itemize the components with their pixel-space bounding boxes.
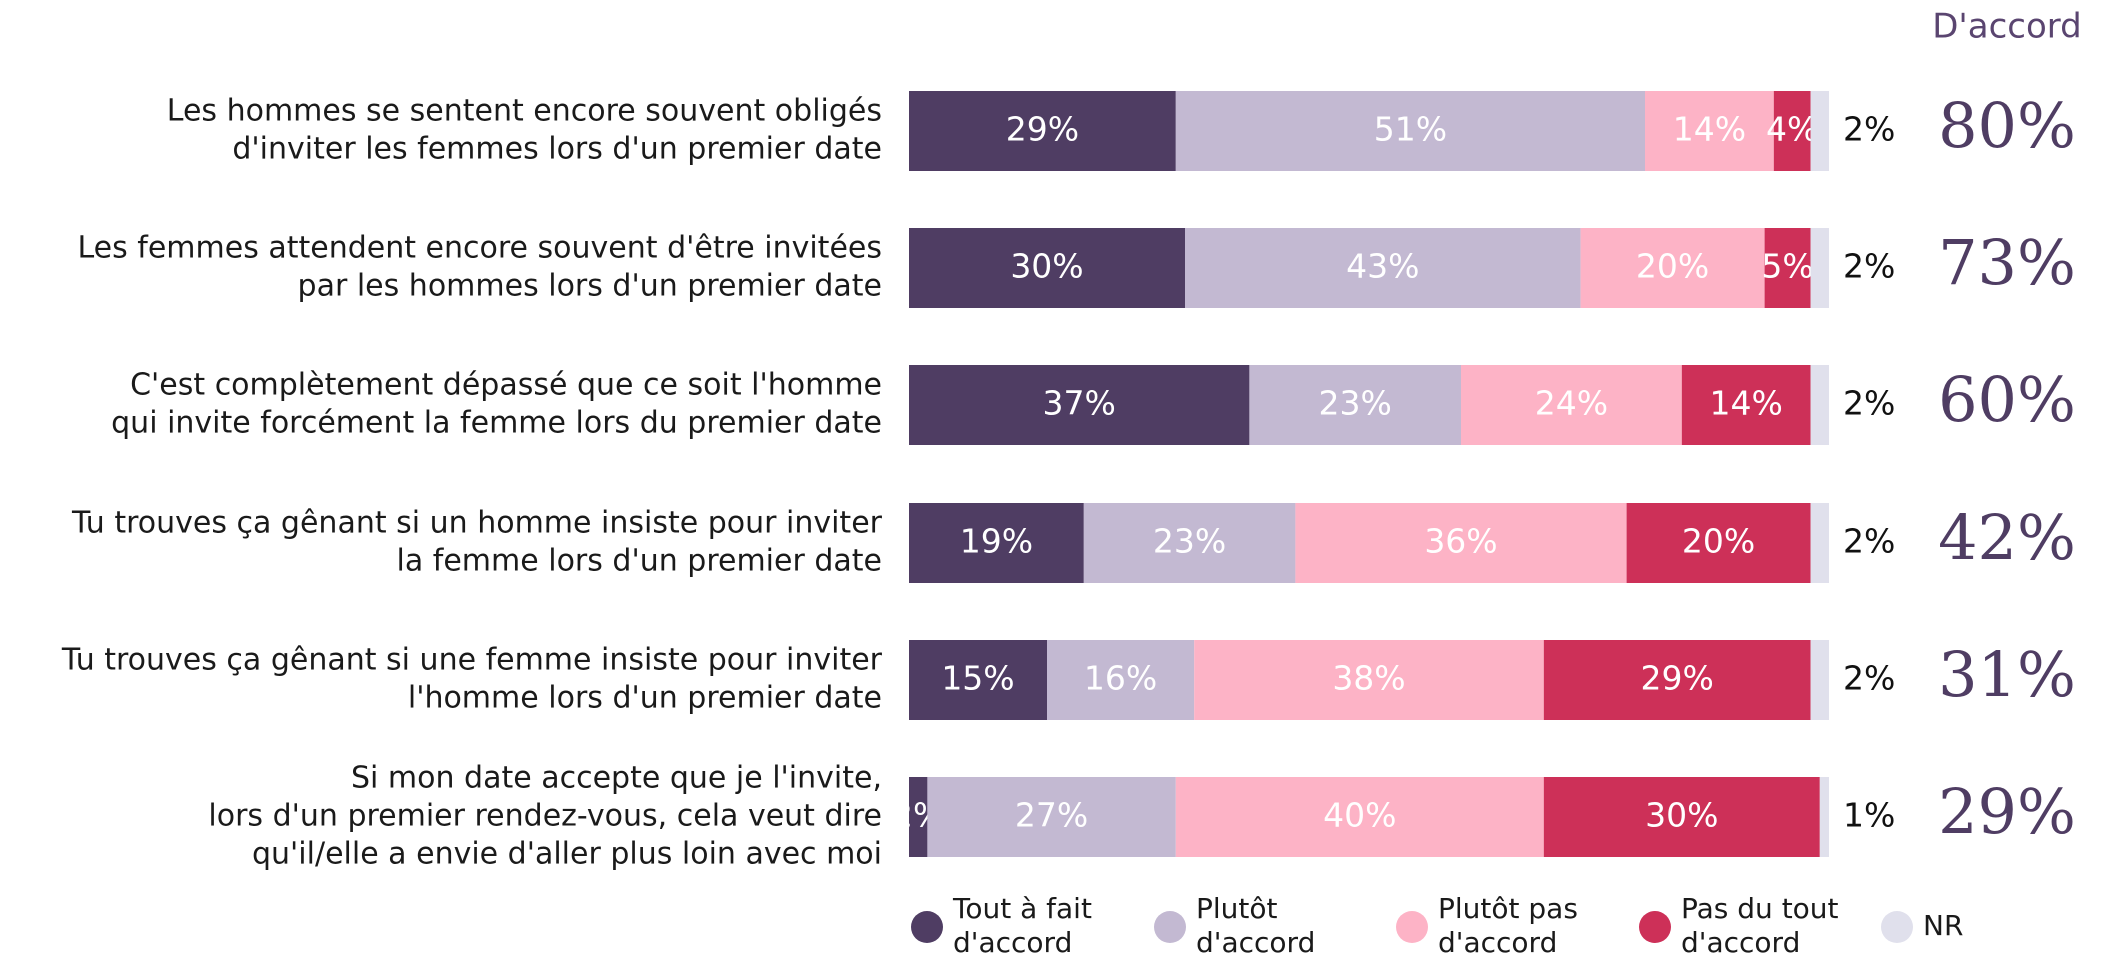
value-label: 23% — [1319, 384, 1392, 423]
category-label: qu'il/elle a envie d'aller plus loin ave… — [252, 837, 882, 872]
bar-segment — [909, 640, 1047, 720]
agree-header: D'accord — [1932, 7, 2082, 47]
bar-segment — [1543, 777, 1820, 857]
bar-segment — [1083, 503, 1296, 583]
bar-segment — [1295, 503, 1627, 583]
value-label: 4% — [1766, 110, 1818, 149]
bar-segment — [1645, 91, 1774, 171]
value-label: 29% — [1006, 110, 1079, 149]
bar-segment — [909, 503, 1084, 583]
value-label: 38% — [1332, 659, 1405, 698]
bar-segment — [909, 777, 928, 857]
bar-segment — [1764, 228, 1811, 308]
legend-label: d'accord — [1438, 926, 1557, 959]
bar-segment — [1810, 365, 1829, 445]
bar-segment — [927, 777, 1176, 857]
agree-total: 80% — [1938, 89, 2076, 162]
value-label: 27% — [1015, 796, 1088, 835]
legend-label: NR — [1923, 909, 1963, 942]
legend-label: d'accord — [1196, 926, 1315, 959]
value-label: 5% — [1761, 247, 1813, 286]
bar-segment — [909, 228, 1185, 308]
value-label: 30% — [1010, 247, 1083, 286]
value-label: 36% — [1424, 522, 1497, 561]
legend-label: Plutôt pas — [1438, 892, 1578, 925]
legend-label: Tout à fait — [952, 892, 1092, 925]
category-label: par les hommes lors d'un premier date — [298, 269, 882, 304]
value-label: 19% — [960, 522, 1033, 561]
bar-segment — [1819, 777, 1829, 857]
agree-total: 31% — [1938, 638, 2076, 711]
agree-total: 60% — [1938, 363, 2076, 436]
value-label: 15% — [941, 659, 1014, 698]
bar-segment — [1580, 228, 1765, 308]
value-label: 43% — [1346, 247, 1419, 286]
value-label: 14% — [1710, 384, 1783, 423]
category-label: la femme lors d'un premier date — [397, 544, 882, 579]
legend-swatch — [911, 911, 943, 943]
bar-segment — [1810, 91, 1829, 171]
category-label: Tu trouves ça gênant si un homme insiste… — [71, 506, 883, 541]
value-label: 20% — [1682, 522, 1755, 561]
category-label: C'est complètement dépassé que ce soit l… — [130, 368, 882, 403]
bar-segment — [909, 91, 1176, 171]
bar-segment — [1543, 640, 1811, 720]
agree-total: 73% — [1938, 226, 2076, 299]
bar-segment — [1681, 365, 1811, 445]
value-label: 20% — [1636, 247, 1709, 286]
agree-total: 29% — [1938, 775, 2076, 848]
category-label: lors d'un premier rendez-vous, cela veut… — [208, 799, 882, 834]
value-label: 23% — [1153, 522, 1226, 561]
value-label: 14% — [1673, 110, 1746, 149]
value-label: 29% — [1641, 659, 1714, 698]
agree-total: 42% — [1938, 501, 2076, 574]
bar-segment — [1175, 91, 1645, 171]
value-label: 40% — [1323, 796, 1396, 835]
value-label: 2% — [1843, 247, 1895, 286]
value-label: 2% — [1843, 659, 1895, 698]
value-label: 24% — [1535, 384, 1608, 423]
value-label: 37% — [1043, 384, 1116, 423]
legend-swatch — [1639, 911, 1671, 943]
category-label: Si mon date accepte que je l'invite, — [351, 761, 882, 796]
legend-swatch — [1396, 911, 1428, 943]
bar-segment — [1249, 365, 1461, 445]
value-label: 51% — [1374, 110, 1447, 149]
bar-segment — [1810, 228, 1829, 308]
legend-label: Plutôt — [1196, 892, 1278, 925]
value-label: 2% — [1843, 110, 1895, 149]
value-label: 2% — [1843, 522, 1895, 561]
bar-segment — [1626, 503, 1811, 583]
bar-segment — [1185, 228, 1581, 308]
bar-segment — [1773, 91, 1811, 171]
legend-label: d'accord — [1681, 926, 1800, 959]
category-label: l'homme lors d'un premier date — [408, 681, 882, 716]
bar-segment — [1047, 640, 1195, 720]
bar-segment — [1461, 365, 1682, 445]
bar-segment — [1194, 640, 1544, 720]
value-label: 16% — [1084, 659, 1157, 698]
category-label: Les femmes attendent encore souvent d'êt… — [77, 231, 882, 266]
bar-segment — [1810, 503, 1829, 583]
value-label: 1% — [1843, 796, 1895, 835]
category-label: d'inviter les femmes lors d'un premier d… — [232, 132, 882, 167]
category-label: qui invite forcément la femme lors du pr… — [111, 406, 882, 441]
bar-segment — [909, 365, 1250, 445]
category-label: Tu trouves ça gênant si une femme insist… — [61, 643, 883, 678]
legend-label: Pas du tout — [1681, 892, 1839, 925]
legend-swatch — [1881, 911, 1913, 943]
bar-segment — [1175, 777, 1544, 857]
value-label: 30% — [1645, 796, 1718, 835]
category-label: Les hommes se sentent encore souvent obl… — [167, 94, 882, 129]
bar-segment — [1810, 640, 1829, 720]
legend-label: d'accord — [953, 926, 1072, 959]
legend-swatch — [1154, 911, 1186, 943]
value-label: 2% — [1843, 384, 1895, 423]
